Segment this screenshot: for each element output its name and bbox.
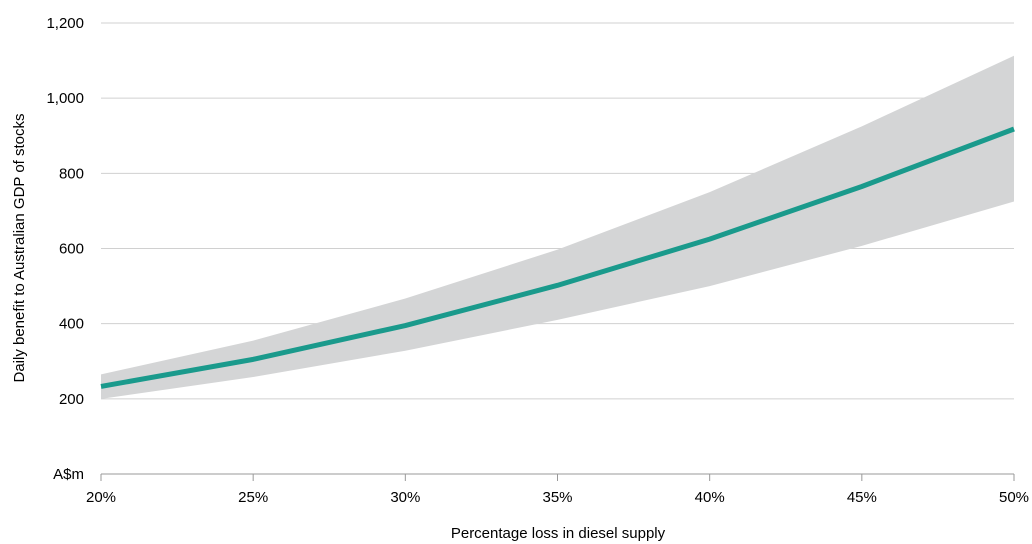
y-tick-label: 800	[59, 165, 84, 182]
x-tick-label: 35%	[542, 489, 572, 506]
x-tick-label: 30%	[390, 489, 420, 506]
x-axis-title: Percentage loss in diesel supply	[451, 525, 666, 542]
y-axis-title: Daily benefit to Australian GDP of stock…	[11, 113, 28, 382]
y-tick-labels: A$m 200 400 600 800 1,000 1,200	[46, 15, 84, 483]
confidence-band	[101, 55, 1014, 399]
x-tick-label: 25%	[238, 489, 268, 506]
x-axis	[100, 473, 1015, 481]
series-line	[100, 126, 1015, 389]
y-tick-label: 1,200	[46, 15, 84, 32]
x-tick-labels: 20% 25% 30% 35% 40% 45% 50%	[86, 489, 1029, 506]
y-tick-label: 400	[59, 316, 84, 333]
x-tick-label: 45%	[847, 489, 877, 506]
x-tick-label: 40%	[695, 489, 725, 506]
y-tick-label: 1,000	[46, 90, 84, 107]
y-tick-label: A$m	[53, 466, 84, 483]
y-tick-label: 600	[59, 241, 84, 258]
x-tick-label: 50%	[999, 489, 1029, 506]
x-tick-label: 20%	[86, 489, 116, 506]
y-tick-label: 200	[59, 391, 84, 408]
grid-lines	[101, 22, 1014, 400]
